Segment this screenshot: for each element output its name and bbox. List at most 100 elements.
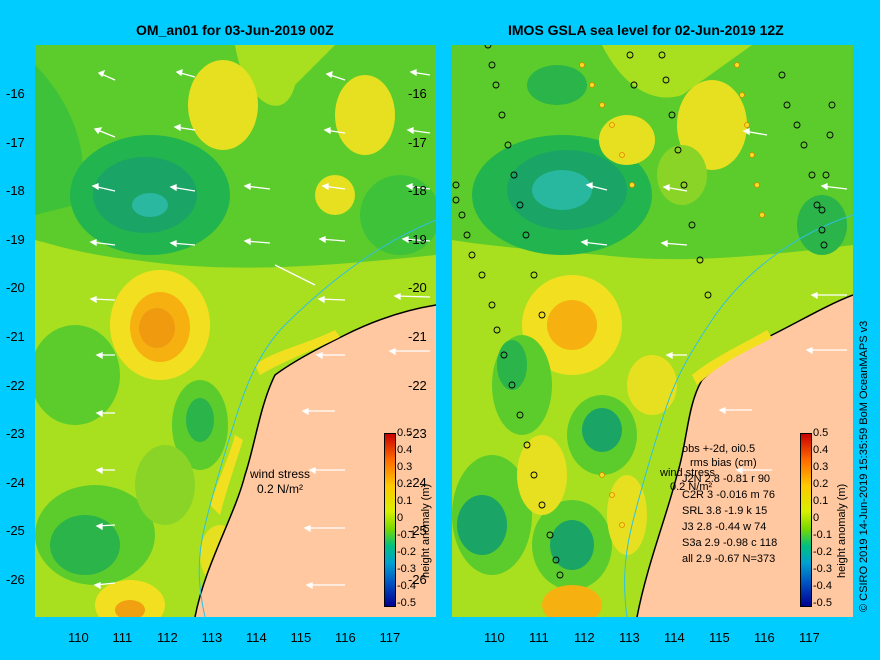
wind-arrow [91,183,116,192]
wind-arrow [95,352,115,360]
stats-row: all 2.9 -0.67 N=373 [682,553,776,565]
colorbar-tick-label: -0.3 [397,563,416,575]
wind-arrow [315,352,345,360]
latitude-tick-label: -22 [408,377,427,393]
wind-arrow [735,467,772,475]
colorbar-tick-label: 0.5 [813,427,829,439]
colorbar-tick-label: -0.4 [397,580,416,592]
wind-arrow [89,239,116,247]
wind-arrow [173,124,196,132]
wind-arrow [317,296,346,304]
colorbar-tick-label: 0.3 [813,461,829,473]
longitude-tick-label: 111 [529,630,549,645]
longitude-tick-label: 116 [335,630,356,645]
stats-row: J2N 2.8 -0.81 r 90 [682,473,771,485]
colorbar-tick-label: 0.5 [397,427,413,439]
left-map-svg [35,45,436,617]
wind-arrow [274,264,316,286]
right-panel-title: IMOS GSLA sea level for 02-Jun-2019 12Z [508,22,784,38]
longitude-tick-label: 111 [112,630,133,645]
wind-arrow [660,240,688,248]
left-panel-title: OM_an01 for 03-Jun-2019 00Z [136,22,334,38]
wind-arrow [718,407,752,415]
colorbar-tick-label: -0.3 [813,563,832,575]
right-colorbar-label: height anomaly (m) [836,483,848,578]
wind-arrow [323,127,346,135]
stats-row: S3a 2.9 -0.98 c 118 [682,537,778,549]
latitude-tick-label: -23 [408,426,427,442]
latitude-tick-label: -16 [408,86,427,101]
wind-arrow [662,184,688,192]
latitude-tick-label: -24 [408,474,427,490]
wind-arrow [388,348,430,356]
stats-row: C2R 3 -0.016 m 76 [682,489,775,501]
latitude-tick-label: -20 [6,280,25,296]
longitude-tick-label: 115 [709,630,730,645]
left-map-panel: wind stress 0.2 N/m² [35,45,436,617]
wind-arrow [580,239,608,247]
stats-header-2: rms bias (cm) [690,457,757,469]
latitude-tick-label: -17 [408,134,427,150]
wind-arrow [406,127,431,135]
latitude-tick-label: -18 [408,183,427,199]
wind-arrow [95,523,116,531]
wind-arrow [95,410,115,418]
wind-arrow [93,582,116,590]
colorbar-tick-label: -0.1 [813,529,832,541]
wind-arrow [805,347,847,355]
latitude-tick-label: -26 [408,572,427,587]
latitude-tick-label: -17 [6,134,25,150]
colorbar-tick-label: -0.2 [397,546,416,558]
wind-arrow [301,408,335,416]
longitude-tick-label: 114 [246,630,267,645]
wind-arrow [95,467,115,475]
wind-arrow [243,183,271,191]
wind-arrow [169,240,196,248]
wind-stress-label: wind stress [250,467,311,481]
wind-arrow [318,236,346,244]
wind-arrow [325,70,346,81]
wind-arrow [303,525,345,533]
latitude-tick-label: -24 [6,474,25,490]
wind-arrow [585,182,608,191]
colorbar-tick-label: 0 [813,512,820,524]
latitude-tick-label: -19 [408,231,427,247]
latitude-tick-label: -20 [408,280,427,296]
longitude-tick-label: 112 [157,630,178,645]
colorbar-tick-label: 0.2 [397,478,413,490]
latitude-tick-label: -25 [408,523,427,539]
wind-stress-scale-right: 0.2 N/m² [670,481,713,493]
wind-arrow [405,183,431,191]
longitude-tick-label: 113 [201,630,223,645]
latitude-tick-label: -19 [6,231,25,247]
latitude-tick-label: -22 [6,377,25,393]
wind-arrow [665,352,687,360]
longitude-tick-label: 110 [68,630,89,645]
colorbar-tick-label: -0.5 [813,597,832,609]
credit-text: © CSIRO 2019 14-Jun-2019 15:35:59 BoM Oc… [858,320,870,612]
colorbar-tick-label: 0.4 [397,444,413,456]
colorbar-tick-label: 0.1 [813,495,829,507]
wind-arrow [393,293,431,301]
colorbar-tick-label: 0 [397,512,404,524]
left-colorbar [384,433,396,607]
right-map-panel: wind stress 0.2 N/m² obs +-2d, oi0.5 rms… [452,45,853,617]
wind-arrow [321,183,346,191]
right-colorbar [800,433,812,607]
latitude-tick-label: -21 [6,329,25,344]
longitude-tick-label: 117 [799,630,820,645]
colorbar-tick-label: 0.4 [813,444,829,456]
longitude-tick-label: 113 [619,630,640,645]
colorbar-tick-label: 0.3 [397,461,413,473]
wind-arrow [175,68,196,78]
latitude-tick-label: -16 [6,86,25,101]
latitude-tick-label: -26 [6,572,25,587]
longitude-tick-label: 115 [290,630,312,645]
longitude-tick-label: 112 [574,630,595,645]
colorbar-tick-label: -0.1 [397,529,416,541]
wind-arrow [820,183,848,191]
stats-row: J3 2.8 -0.44 w 74 [682,521,767,533]
wind-stress-label-right: wind stress [660,467,716,479]
latitude-tick-label: -25 [6,523,25,539]
wind-arrow [305,582,345,590]
